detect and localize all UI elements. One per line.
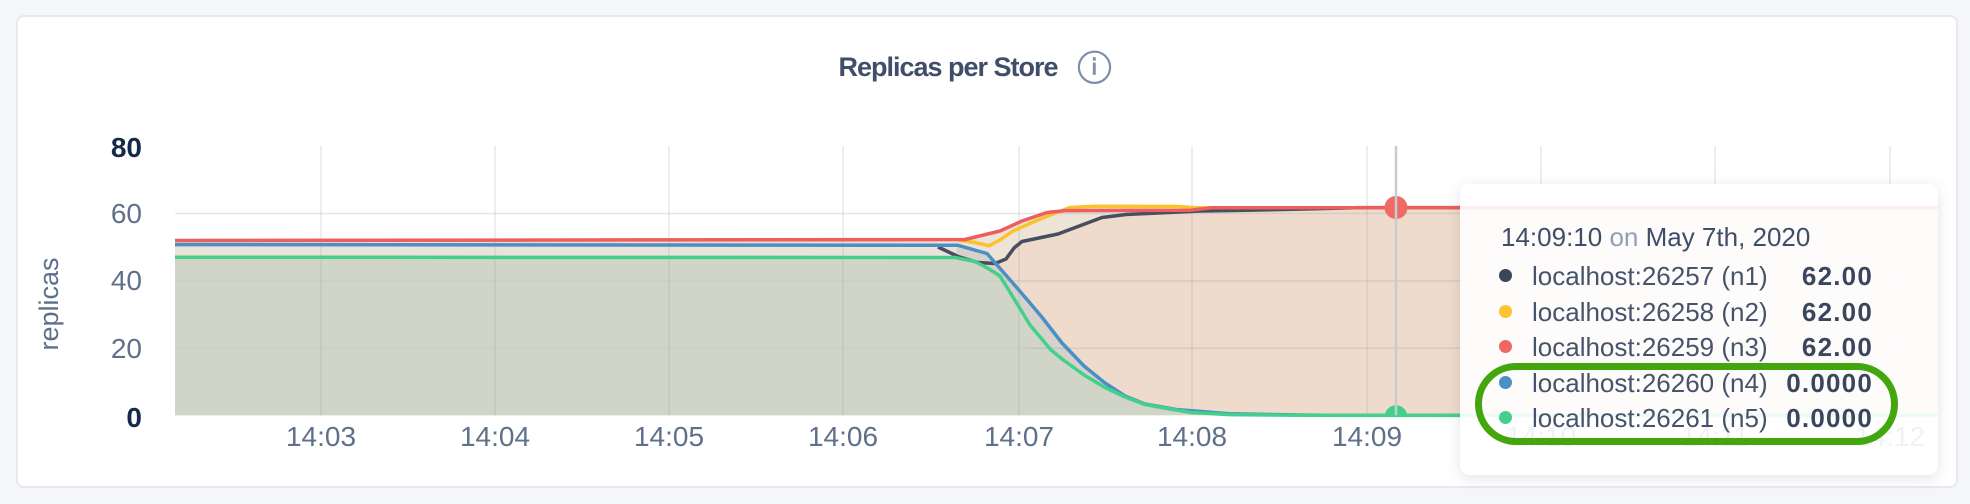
svg-text:14:09: 14:09 xyxy=(1332,421,1402,452)
svg-text:14:08: 14:08 xyxy=(1157,421,1227,452)
svg-text:0: 0 xyxy=(126,402,142,433)
svg-text:14:05: 14:05 xyxy=(634,421,704,452)
svg-text:14:07: 14:07 xyxy=(984,421,1054,452)
svg-text:20: 20 xyxy=(111,333,142,364)
svg-text:14:04: 14:04 xyxy=(460,421,530,452)
svg-text:14:06: 14:06 xyxy=(808,421,878,452)
svg-text:80: 80 xyxy=(111,132,142,163)
svg-text:14:03: 14:03 xyxy=(286,421,356,452)
svg-text:replicas: replicas xyxy=(34,257,64,350)
svg-text:60: 60 xyxy=(111,198,142,229)
svg-text:40: 40 xyxy=(111,265,142,296)
